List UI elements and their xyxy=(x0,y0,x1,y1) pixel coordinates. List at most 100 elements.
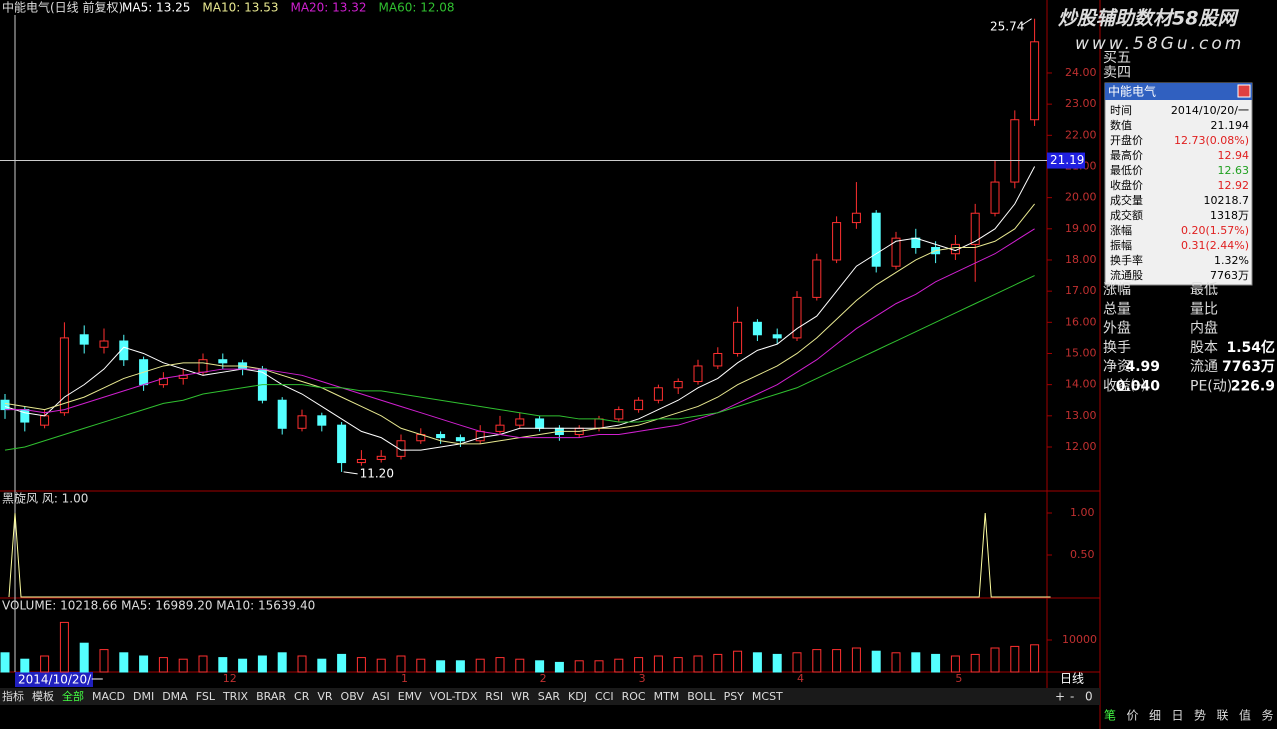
volume-bar xyxy=(317,658,327,673)
low-arrow xyxy=(343,471,358,475)
popup-label: 成交额 xyxy=(1110,208,1143,222)
volume-bar xyxy=(535,660,545,673)
side-tab[interactable]: 细 xyxy=(1149,709,1161,723)
toolbar-tab[interactable]: PSY xyxy=(724,690,745,703)
popup-label: 数值 xyxy=(1110,119,1132,132)
toolbar-bg xyxy=(0,688,1100,705)
cursor-date: 2014/10/20/一 xyxy=(18,673,103,687)
candle-body xyxy=(634,399,644,411)
toolbar-tab[interactable]: KDJ xyxy=(568,690,587,703)
volume-bar xyxy=(812,649,822,673)
toolbar-tab[interactable]: 全部 xyxy=(62,689,84,703)
toolbar-tab[interactable]: FSL xyxy=(196,690,216,703)
candle-body xyxy=(277,399,287,429)
popup-label: 流通股 xyxy=(1110,268,1143,282)
panel-cell: 外盘 xyxy=(1103,320,1131,337)
side-tab[interactable]: 势 xyxy=(1194,709,1206,723)
volume-bar xyxy=(931,653,941,673)
popup-label: 最低价 xyxy=(1110,164,1143,177)
popup-title: 中能电气 xyxy=(1108,84,1156,99)
side-tab[interactable]: 务 xyxy=(1262,708,1274,723)
candle-body xyxy=(673,381,683,389)
volume-bar xyxy=(396,655,406,673)
toolbar-tab[interactable]: MCST xyxy=(752,690,783,703)
volume-bar xyxy=(337,653,347,673)
side-tab[interactable]: 价 xyxy=(1127,709,1139,723)
popup-label: 振幅 xyxy=(1110,238,1132,252)
toolbar-tab[interactable]: DMI xyxy=(133,690,154,703)
zoom-button[interactable]: 0 xyxy=(1085,690,1093,704)
side-tab[interactable]: 联 xyxy=(1217,709,1229,723)
toolbar-tab[interactable]: ASI xyxy=(372,690,390,703)
popup-value: 12.63 xyxy=(1218,164,1250,177)
volume-bar xyxy=(119,652,129,673)
zoom-button[interactable]: + xyxy=(1055,690,1065,704)
candle-body xyxy=(1030,41,1040,121)
volume-title: VOLUME: 10218.66 MA5: 16989.20 MA10: 156… xyxy=(2,599,315,613)
toolbar-tab[interactable]: DMA xyxy=(162,690,188,703)
toolbar-tab[interactable]: SAR xyxy=(538,690,561,703)
popup-close[interactable] xyxy=(1237,84,1251,98)
volume-bar xyxy=(970,653,980,673)
candle-body xyxy=(79,334,89,345)
popup-header xyxy=(1105,83,1252,100)
candle-body xyxy=(653,387,663,401)
candle-body xyxy=(297,415,307,429)
toolbar-tab[interactable]: WR xyxy=(511,690,530,703)
toolbar-tab[interactable]: VOL-TDX xyxy=(430,690,478,703)
volume-bar xyxy=(554,661,564,673)
volume-bar xyxy=(891,652,901,673)
toolbar-tab[interactable]: CCI xyxy=(595,690,614,703)
volume-bar xyxy=(257,655,267,673)
panel-cell: PE(动) xyxy=(1190,379,1232,395)
candle-body xyxy=(0,399,10,411)
high-arrow xyxy=(1021,18,1032,26)
toolbar-tab[interactable]: RSI xyxy=(485,690,503,703)
popup xyxy=(1104,82,1253,286)
candle-body xyxy=(851,212,861,224)
candle-body xyxy=(356,458,366,464)
volume-bar xyxy=(594,660,604,673)
y-tick-label: 17.00 xyxy=(1065,284,1097,297)
side-tab[interactable]: 日 xyxy=(1172,709,1184,723)
popup-label: 成交量 xyxy=(1110,193,1143,207)
toolbar-tab[interactable]: BRAR xyxy=(256,690,286,703)
panel-label: 买五 xyxy=(1103,50,1131,66)
side-tab[interactable]: 值 xyxy=(1239,708,1251,723)
candle-body xyxy=(752,321,762,336)
toolbar-tab[interactable]: ROC xyxy=(622,690,646,703)
volume-bar xyxy=(495,657,505,673)
toolbar-tab[interactable]: CR xyxy=(294,690,310,703)
toolbar-tab[interactable]: MTM xyxy=(654,690,680,703)
y-tick-label: 13.00 xyxy=(1065,409,1097,422)
candle-body xyxy=(40,415,50,426)
y-tick-label: 14.00 xyxy=(1065,378,1097,391)
crosshair-label: 21.19 xyxy=(1050,153,1084,167)
toolbar-tab[interactable]: TRIX xyxy=(222,690,249,703)
popup-label: 收盘价 xyxy=(1110,178,1143,192)
toolbar-tab[interactable]: EMV xyxy=(398,690,422,703)
side-tab[interactable]: 笔 xyxy=(1104,708,1116,723)
volume-bar xyxy=(218,657,228,673)
candle-body xyxy=(990,181,1000,214)
panel-cell: 内盘 xyxy=(1190,320,1218,337)
volume-bar xyxy=(99,649,109,673)
toolbar-tab[interactable]: 模板 xyxy=(32,689,54,703)
volume-bar xyxy=(911,652,921,673)
candle-body xyxy=(59,337,69,414)
popup-value: 12.73(0.08%) xyxy=(1174,134,1249,147)
candle-body xyxy=(792,296,802,339)
volume-bar xyxy=(653,655,663,673)
zoom-button[interactable]: - xyxy=(1070,690,1074,704)
toolbar-tab[interactable]: 指标 xyxy=(2,689,24,703)
toolbar-tab[interactable]: BOLL xyxy=(687,690,716,703)
ma-line xyxy=(5,228,1035,439)
popup-label: 时间 xyxy=(1110,104,1132,117)
y-tick-label: 1.00 xyxy=(1070,506,1095,519)
toolbar-tab[interactable]: MACD xyxy=(92,690,125,703)
toolbar-tab[interactable]: OBV xyxy=(341,690,365,703)
toolbar-tab[interactable]: VR xyxy=(317,690,333,703)
popup-value: 1.32% xyxy=(1214,254,1249,267)
x-tick-label: 12 xyxy=(223,672,237,685)
